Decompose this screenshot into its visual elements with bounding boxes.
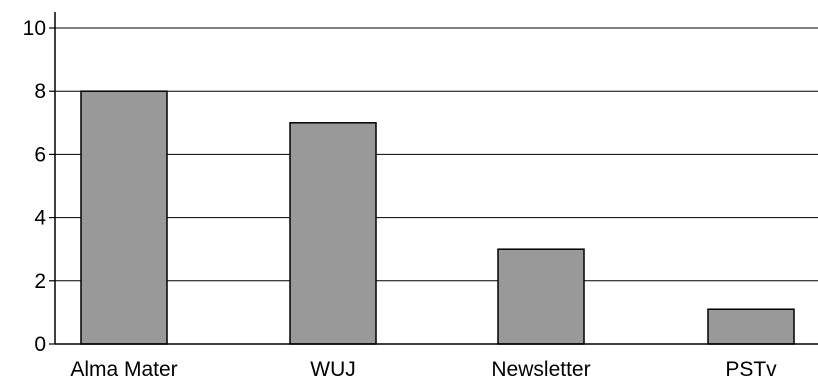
gridlines — [55, 27, 818, 282]
bar-newsletter — [497, 248, 585, 345]
x-category-label-newsletter: Newsletter — [491, 358, 590, 379]
y-tick-label-0: 0 — [34, 333, 46, 356]
y-tick-label-6: 6 — [34, 143, 46, 166]
bar-wuj — [289, 122, 377, 345]
y-tick-label-4: 4 — [34, 207, 46, 230]
labels: 0 2 4 6 8 10 Alma Mater WUJ Newsletter PSTv — [23, 17, 778, 379]
x-category-label-wuj: WUJ — [310, 358, 356, 379]
bar-alma-mater — [80, 90, 168, 345]
y-tick-label-10: 10 — [23, 17, 46, 40]
y-tick-label-2: 2 — [34, 270, 46, 293]
x-category-label-pstv: PSTv — [725, 358, 777, 379]
bars — [80, 90, 795, 345]
axes — [49, 12, 818, 345]
y-tick-label-8: 8 — [34, 80, 46, 103]
bar-pstv — [707, 308, 795, 345]
x-category-label-alma-mater: Alma Mater — [70, 358, 177, 379]
